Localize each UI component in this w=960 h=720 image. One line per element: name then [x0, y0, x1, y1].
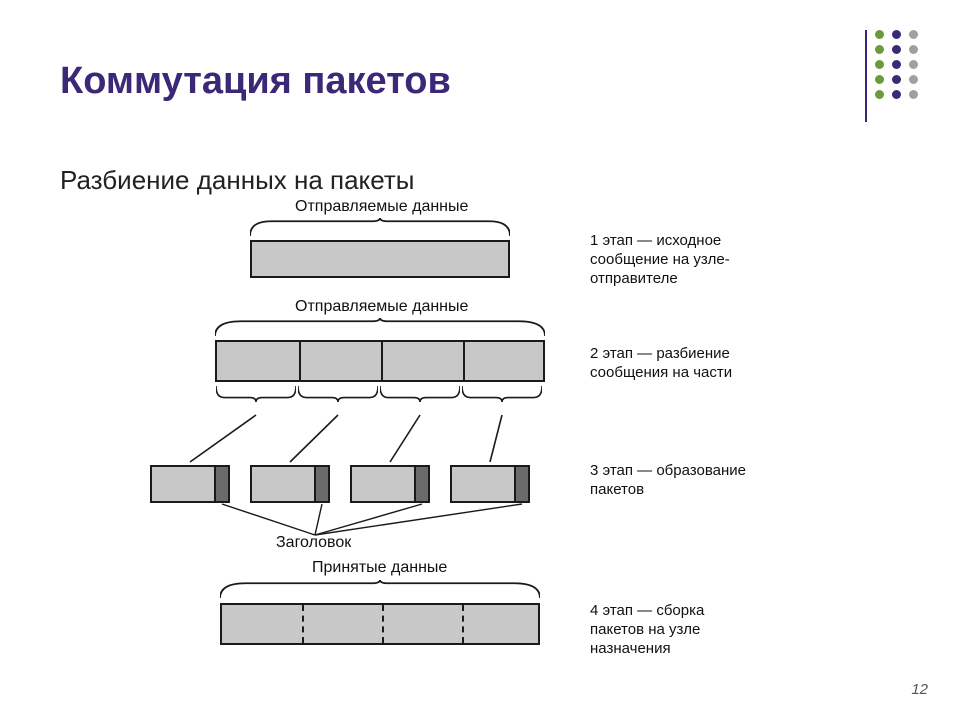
slide-subtitle: Разбиение данных на пакеты: [60, 165, 414, 196]
stage-desc-line: назначения: [590, 640, 704, 659]
stage-desc-line: отправителе: [590, 270, 730, 289]
title-divider: [865, 30, 867, 122]
decorative-dot: [875, 30, 884, 39]
decorative-dot: [909, 90, 918, 99]
decorative-dot: [875, 90, 884, 99]
decorative-dot: [875, 45, 884, 54]
header-pointer-line: [222, 504, 315, 535]
stage-desc-1: 2 этап — разбиениесообщения на части: [590, 345, 732, 383]
stage4-data-block: [220, 603, 540, 645]
page-number: 12: [911, 681, 928, 698]
stage-desc-2: 3 этап — образованиепакетов: [590, 462, 746, 500]
decorative-dot: [909, 75, 918, 84]
header-pointer-line: [315, 504, 422, 535]
dashed-divider: [382, 605, 384, 643]
slide-title: Коммутация пакетов: [60, 60, 451, 103]
stage-desc-0: 1 этап — исходноесообщение на узле-отпра…: [590, 232, 730, 288]
stage-desc-line: пакетов на узле: [590, 621, 704, 640]
stage-desc-3: 4 этап — сборкапакетов на узленазначения: [590, 602, 704, 658]
header-pointer-lines: [140, 200, 560, 560]
stage4-data-label: Принятые данные: [312, 559, 447, 577]
decorative-dot: [875, 60, 884, 69]
dot-column-green: [875, 30, 884, 99]
decorative-dot: [892, 60, 901, 69]
stage-desc-line: сообщения на части: [590, 364, 732, 383]
stage-desc-line: 4 этап — сборка: [590, 602, 704, 621]
stage-desc-line: сообщение на узле-: [590, 251, 730, 270]
dot-column-purple: [892, 30, 901, 99]
header-label: Заголовок: [276, 534, 351, 552]
decorative-dot: [909, 60, 918, 69]
stage-desc-line: 2 этап — разбиение: [590, 345, 732, 364]
packet-diagram: Отправляемые данные Отправляемые данные …: [140, 200, 910, 690]
decorative-dot: [892, 45, 901, 54]
header-pointer-line: [315, 504, 522, 535]
stage-desc-line: 3 этап — образование: [590, 462, 746, 481]
decorative-dot: [909, 30, 918, 39]
stage-desc-line: пакетов: [590, 481, 746, 500]
stage-desc-line: 1 этап — исходное: [590, 232, 730, 251]
decorative-dot: [875, 75, 884, 84]
dashed-divider: [302, 605, 304, 643]
dot-column-gray: [909, 30, 918, 99]
decorative-dot: [892, 90, 901, 99]
decorative-dot: [909, 45, 918, 54]
header-pointer-line: [315, 504, 322, 535]
decorative-dot: [892, 75, 901, 84]
stage4-brace: [220, 580, 540, 598]
dashed-divider: [462, 605, 464, 643]
slide: Коммутация пакетов Разбиение данных на п…: [0, 0, 960, 720]
decorative-dot: [892, 30, 901, 39]
